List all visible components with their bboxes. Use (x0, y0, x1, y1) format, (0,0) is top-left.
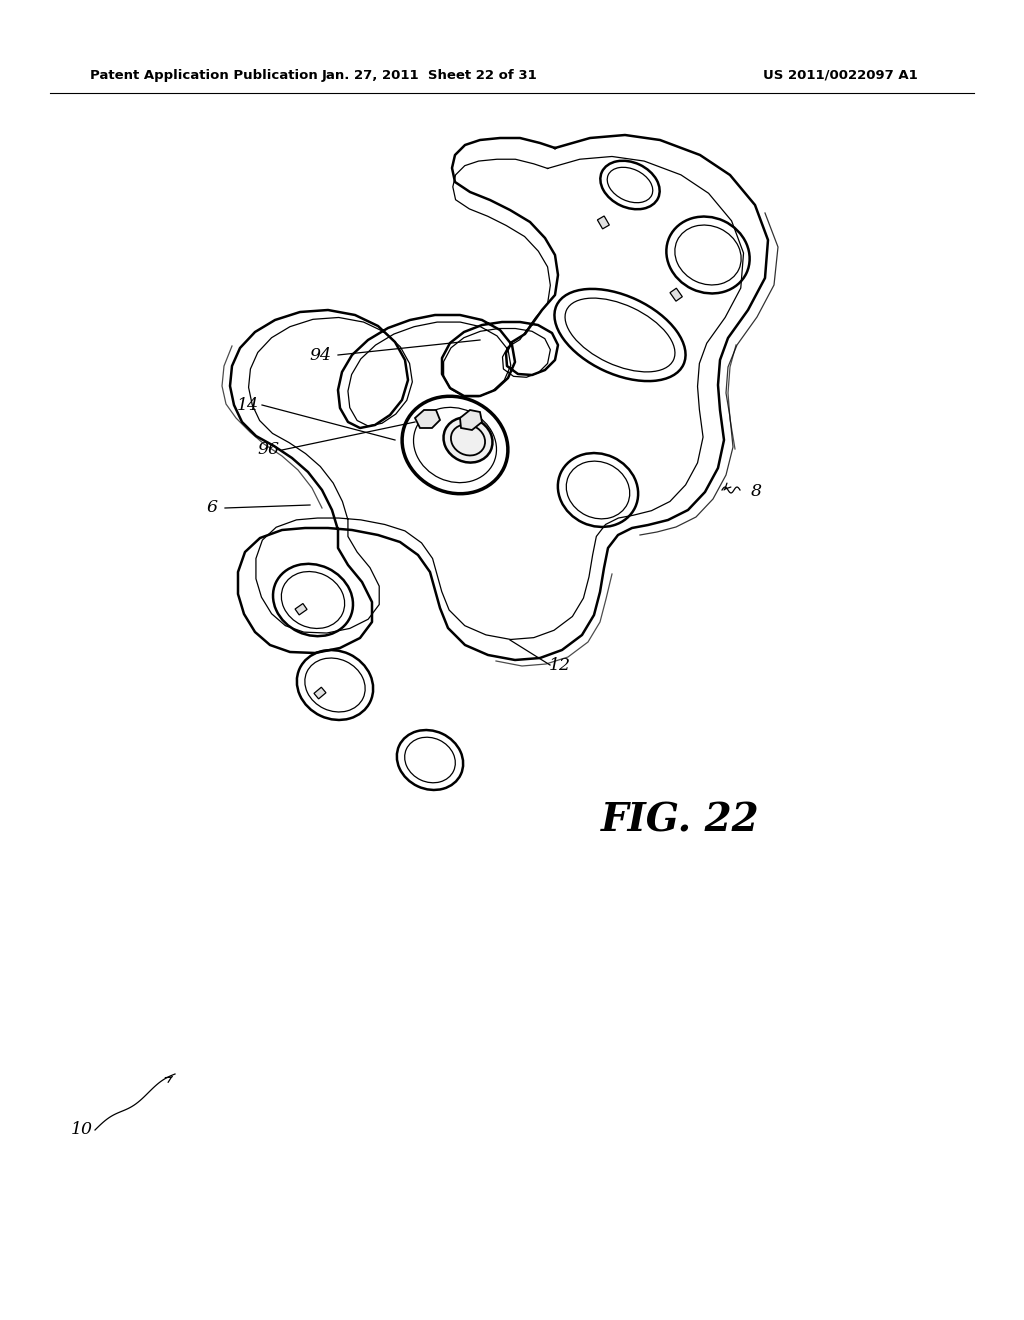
Text: 94: 94 (309, 346, 331, 363)
Polygon shape (295, 603, 307, 615)
Text: 14: 14 (237, 396, 259, 413)
Polygon shape (415, 411, 440, 428)
Text: 12: 12 (549, 656, 571, 673)
Text: 96: 96 (257, 441, 279, 458)
Polygon shape (670, 288, 682, 301)
Polygon shape (597, 216, 609, 228)
Text: Jan. 27, 2011  Sheet 22 of 31: Jan. 27, 2011 Sheet 22 of 31 (323, 69, 538, 82)
Text: US 2011/0022097 A1: US 2011/0022097 A1 (763, 69, 918, 82)
Text: 6: 6 (207, 499, 217, 516)
Polygon shape (314, 688, 326, 698)
Text: 8: 8 (751, 483, 762, 500)
Text: 10: 10 (71, 1122, 93, 1138)
Polygon shape (460, 411, 482, 430)
Ellipse shape (443, 417, 493, 462)
Text: FIG. 22: FIG. 22 (601, 801, 760, 840)
Text: Patent Application Publication: Patent Application Publication (90, 69, 317, 82)
